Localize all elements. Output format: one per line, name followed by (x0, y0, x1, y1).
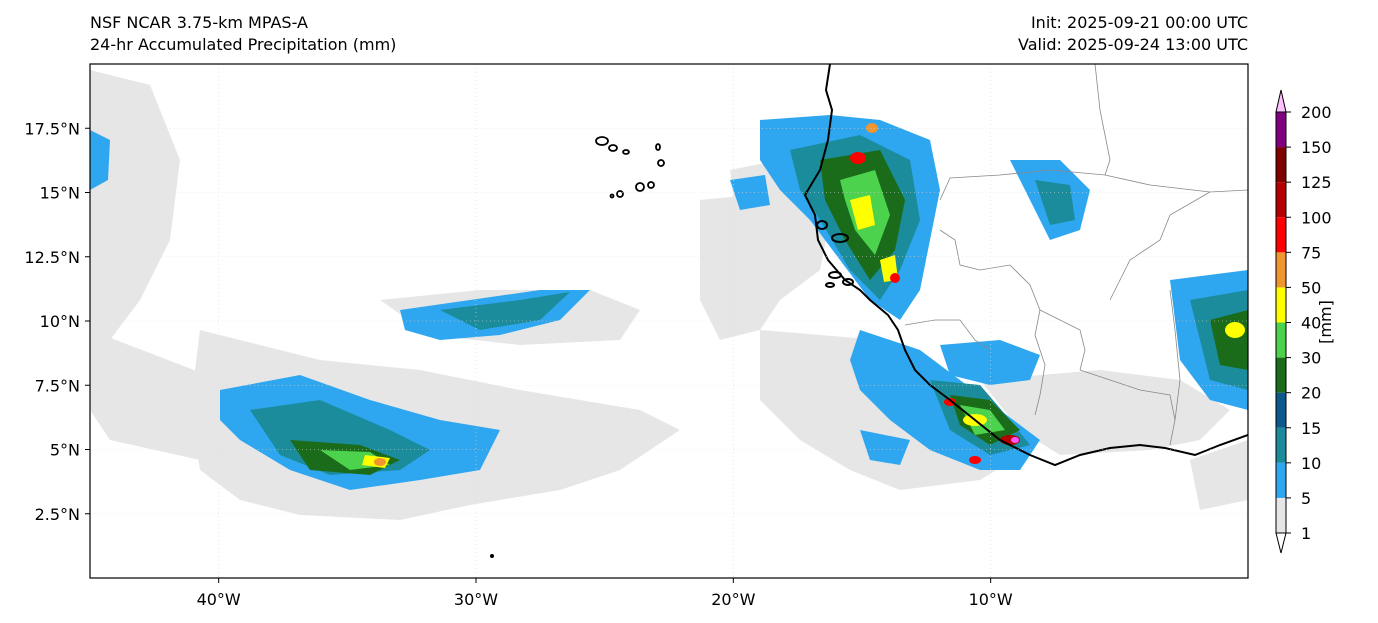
colorbar-segment (1276, 462, 1286, 498)
lat-tick-label: 10°N (40, 312, 80, 331)
lat-tick-label: 5°N (50, 441, 80, 460)
country-borders (904, 64, 1248, 446)
colorbar-segment (1276, 287, 1286, 323)
colorbar-tick-label: 200 (1301, 103, 1332, 122)
colorbar-segment (1276, 357, 1286, 393)
colorbar-segment (1276, 252, 1286, 288)
colorbar-tick-label: 10 (1301, 454, 1321, 473)
colorbar-segment (1276, 147, 1286, 183)
colorbar-segment (1276, 112, 1286, 148)
colorbar-tick-label: 75 (1301, 243, 1321, 262)
model-title: NSF NCAR 3.75-km MPAS-A (90, 13, 308, 32)
lat-tick-label: 15°N (40, 184, 80, 203)
lon-tick-label: 10°W (969, 590, 1013, 609)
lat-tick-label: 12.5°N (24, 248, 80, 267)
precip-heavy-layer (374, 123, 1020, 466)
colorbar-over-arrow (1275, 89, 1287, 113)
colorbar-segment (1276, 182, 1286, 218)
colorbar-segment (1276, 392, 1286, 428)
init-time: Init: 2025-09-21 00:00 UTC (1030, 13, 1248, 32)
colorbar-unit: [mm] (1316, 300, 1335, 344)
colorbar-tick-label: 30 (1301, 349, 1321, 368)
lon-tick-label: 20°W (711, 590, 755, 609)
lat-tick-label: 17.5°N (24, 119, 80, 138)
colorbar-tick-label: 125 (1301, 173, 1332, 192)
colorbar-tick-label: 100 (1301, 208, 1332, 227)
cape-verde-islands (595, 136, 665, 199)
colorbar-under-arrow (1275, 532, 1287, 554)
small-island (490, 554, 494, 558)
lat-axis: 17.5°N 15°N 12.5°N 10°N 7.5°N 5°N 2.5°N (24, 119, 90, 524)
colorbar-tick-label: 5 (1301, 489, 1311, 508)
field-title: 24-hr Accumulated Precipitation (mm) (90, 35, 397, 54)
colorbar-tick-label: 40 (1301, 314, 1321, 333)
lon-axis: 40°W 30°W 20°W 10°W (197, 578, 1013, 609)
colorbar-segment (1276, 497, 1286, 533)
gridlines (90, 64, 1248, 578)
colorbar-tick-label: 20 (1301, 384, 1321, 403)
title-right: Init: 2025-09-21 00:00 UTC Valid: 2025-0… (1018, 12, 1248, 56)
colorbar-tick-label: 150 (1301, 138, 1332, 157)
lon-tick-label: 30°W (454, 590, 498, 609)
precip-40mm-layer (362, 195, 1245, 468)
valid-time: Valid: 2025-09-24 13:00 UTC (1017, 35, 1248, 54)
lat-tick-label: 7.5°N (35, 376, 80, 395)
coastal-islands (816, 220, 854, 288)
title-left: NSF NCAR 3.75-km MPAS-A 24-hr Accumulate… (90, 12, 396, 56)
colorbar-tick-label: 50 (1301, 278, 1321, 297)
coastline (803, 64, 1248, 467)
colorbar-segment (1276, 322, 1286, 358)
colorbar-tick-label: 15 (1301, 419, 1321, 438)
colorbar-segment (1276, 217, 1286, 253)
colorbar-segment (1276, 427, 1286, 463)
lat-tick-label: 2.5°N (35, 505, 80, 524)
lon-tick-label: 40°W (197, 590, 241, 609)
map-content (90, 64, 1248, 578)
colorbar-tick-label: 1 (1301, 524, 1311, 543)
